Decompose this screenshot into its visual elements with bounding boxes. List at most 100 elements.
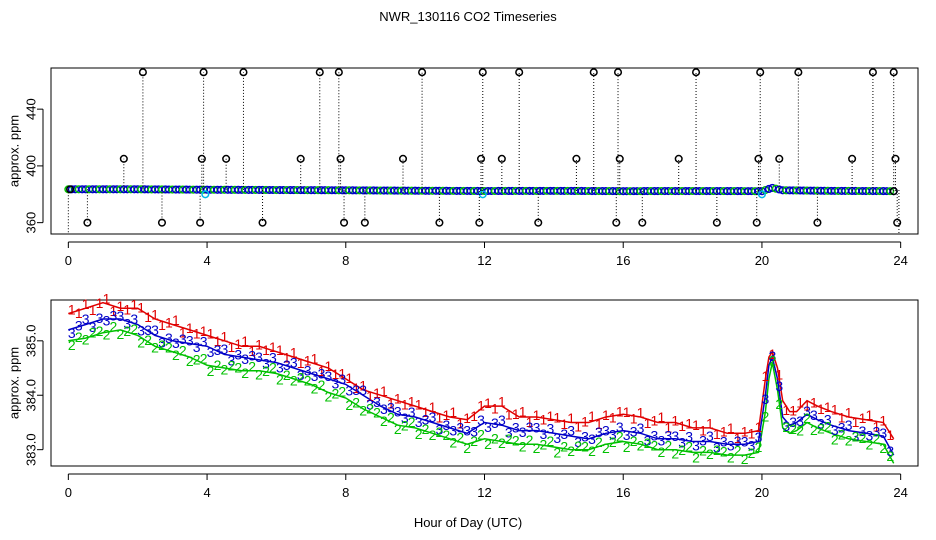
- series-marker-2: 2: [637, 438, 645, 454]
- series-marker-1: 1: [852, 414, 860, 430]
- spike-point-high: [515, 68, 524, 77]
- series-line-2: [68, 329, 895, 464]
- spike-point-mid: [754, 154, 763, 163]
- series-marker-3: 3: [179, 331, 187, 347]
- series-marker-2: 2: [456, 430, 464, 446]
- series-marker-3: 3: [546, 420, 554, 436]
- series-marker-1: 1: [68, 302, 76, 318]
- series-marker-2: 2: [297, 370, 305, 386]
- series-marker-3: 3: [151, 322, 159, 338]
- series-marker-1: 1: [741, 423, 749, 439]
- series-marker-2: 2: [533, 440, 541, 456]
- series-marker-1: 1: [692, 417, 700, 433]
- spike-point-mid: [497, 154, 506, 163]
- series-marker-2: 2: [477, 426, 485, 442]
- series-marker-1: 1: [630, 410, 638, 426]
- bottom-x-tick-label: 0: [65, 485, 72, 500]
- series-marker-2: 2: [519, 439, 527, 455]
- series-marker-1: 1: [595, 416, 603, 432]
- series-marker-2: 2: [318, 377, 326, 393]
- spike-point-high: [889, 68, 898, 77]
- series-marker-2: 2: [671, 446, 679, 462]
- series-marker-1: 1: [755, 419, 763, 435]
- series-marker-1: 1: [110, 303, 118, 319]
- series-marker-2: 2: [748, 445, 756, 461]
- series-marker-2: 2: [103, 327, 111, 343]
- series-marker-1: 1: [678, 418, 686, 434]
- series-marker-1: 1: [734, 430, 742, 446]
- series-marker-3: 3: [644, 432, 652, 448]
- series-marker-3: 3: [442, 417, 450, 433]
- series-marker-1: 1: [234, 336, 242, 352]
- bottom-markers: 1 11 1 1 11 1 1 1 11 11 1 11 1 1 1 1 1 11 1 11 1 1 1 1 1 11 1 11 1 1 1…: [68, 290, 894, 467]
- series-marker-2: 2: [838, 427, 846, 443]
- series-marker-3: 3: [651, 428, 659, 444]
- series-marker-3: 3: [227, 352, 235, 368]
- series-marker-1: 1: [470, 408, 478, 424]
- series-marker-3: 3: [394, 403, 402, 419]
- series-marker-2: 2: [692, 449, 700, 465]
- series-marker-1: 1: [824, 399, 832, 415]
- series-marker-3: 3: [498, 412, 506, 428]
- series-marker-1: 1: [290, 345, 298, 361]
- series-marker-2: 2: [879, 440, 887, 456]
- series-marker-2: 2: [151, 340, 159, 356]
- series-marker-3: 3: [186, 333, 194, 349]
- series-marker-2: 2: [678, 442, 686, 458]
- spike-point-low: [258, 218, 267, 227]
- series-marker-1: 1: [394, 391, 402, 407]
- spike-point-high: [199, 68, 208, 77]
- series-marker-1: 1: [512, 406, 520, 422]
- series-line-3: [68, 318, 895, 456]
- spike-point-low: [339, 218, 349, 227]
- series-marker-1: 1: [845, 405, 853, 421]
- series-marker-3: 3: [637, 420, 645, 436]
- series-marker-3: 3: [866, 427, 874, 443]
- series-marker-3: 3: [241, 351, 249, 367]
- series-marker-2: 2: [574, 438, 582, 454]
- series-marker-1: 1: [623, 404, 631, 420]
- series-marker-2: 2: [116, 326, 124, 342]
- series-marker-3: 3: [803, 403, 811, 419]
- series-marker-1: 1: [803, 398, 811, 414]
- series-marker-3: 3: [172, 335, 180, 351]
- series-marker-1: 1: [477, 397, 485, 413]
- series-marker-3: 3: [429, 409, 437, 425]
- series-marker-2: 2: [75, 329, 83, 345]
- series-marker-1: 1: [602, 407, 610, 423]
- top-y-tick-label: 440: [24, 98, 39, 120]
- series-marker-2: 2: [165, 340, 173, 356]
- series-marker-3: 3: [276, 360, 284, 376]
- spike-point-high: [138, 68, 147, 77]
- series-marker-1: 1: [186, 320, 194, 336]
- top-y-axis-label: approx. ppm: [7, 115, 22, 187]
- series-marker-1: 1: [775, 367, 783, 383]
- series-marker-1: 1: [262, 342, 270, 358]
- series-marker-3: 3: [706, 428, 714, 444]
- series-marker-3: 3: [533, 420, 541, 436]
- series-marker-2: 2: [859, 430, 867, 446]
- series-marker-1: 1: [664, 419, 672, 435]
- spike-point-mid: [891, 154, 900, 163]
- top-x-tick-label: 8: [342, 253, 349, 268]
- series-marker-1: 1: [699, 422, 707, 438]
- series-marker-2: 2: [401, 417, 409, 433]
- series-marker-1: 1: [227, 339, 235, 355]
- series-marker-3: 3: [692, 437, 700, 453]
- series-marker-1: 1: [817, 401, 825, 417]
- series-marker-3: 3: [616, 419, 624, 435]
- series-marker-1: 1: [241, 333, 249, 349]
- series-marker-2: 2: [158, 337, 166, 353]
- series-marker-2: 2: [824, 419, 832, 435]
- series-marker-2: 2: [408, 414, 416, 430]
- series-marker-2: 2: [775, 396, 783, 412]
- series-marker-2: 2: [373, 404, 381, 420]
- spike-point-mid: [336, 154, 345, 163]
- cyan-point: [201, 190, 210, 199]
- series-marker-1: 1: [338, 365, 346, 381]
- series-marker-2: 2: [415, 426, 423, 442]
- series-marker-3: 3: [110, 308, 118, 324]
- spike-point-high: [589, 68, 598, 77]
